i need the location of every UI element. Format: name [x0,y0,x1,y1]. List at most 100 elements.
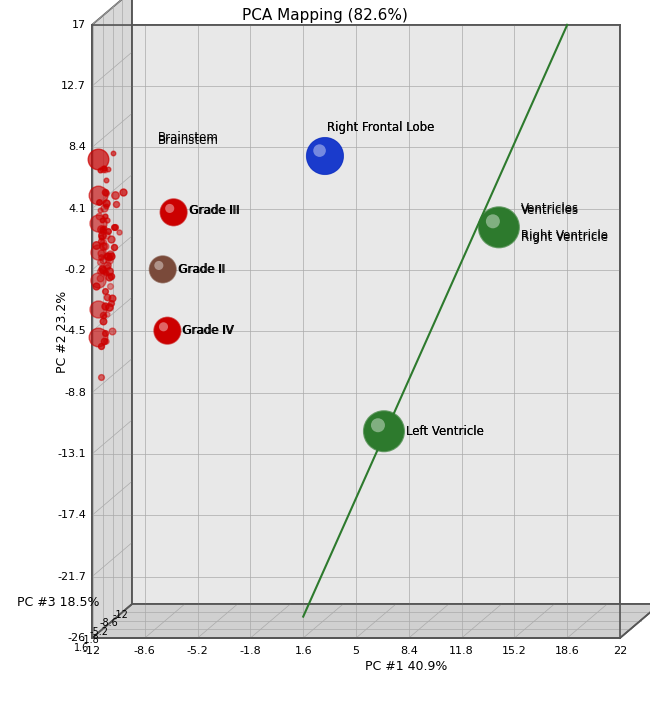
Text: -5.2: -5.2 [187,646,209,656]
Text: PCA Mapping (82.6%): PCA Mapping (82.6%) [242,8,408,23]
Point [320,150,330,161]
Point [98,236,108,247]
Point [108,147,118,159]
Point [99,202,109,214]
Text: -12: -12 [112,610,128,620]
Point [100,336,110,347]
Point [94,266,105,277]
Point [98,225,109,236]
Text: PC #1 40.9%: PC #1 40.9% [365,660,447,673]
Point [109,241,119,253]
Point [99,164,110,176]
Point [104,301,114,312]
Text: Ventricles: Ventricles [521,202,579,215]
Text: Grade III: Grade III [190,204,240,217]
Text: 1.6: 1.6 [294,646,312,656]
Polygon shape [92,604,650,638]
Point [106,270,116,282]
Text: Grade II: Grade II [179,263,226,276]
Point [98,163,109,174]
Circle shape [150,256,176,282]
Text: -26: -26 [68,633,86,643]
Point [99,162,109,173]
Text: 22: 22 [613,646,627,656]
Point [103,163,113,174]
Circle shape [307,138,343,174]
Point [97,263,107,274]
Point [96,214,107,225]
Point [93,189,103,200]
Circle shape [161,200,187,225]
Text: -8.6: -8.6 [134,646,156,656]
Polygon shape [92,25,620,638]
Point [103,266,114,277]
Point [96,341,107,352]
Point [96,232,106,243]
Text: Brainstem: Brainstem [158,132,218,144]
Point [96,372,107,383]
Point [101,309,112,320]
Text: 5: 5 [352,646,359,656]
Point [101,229,112,241]
Text: Right Frontal Lobe: Right Frontal Lobe [327,121,434,134]
Circle shape [307,138,343,174]
Point [106,233,116,244]
Text: Grade IV: Grade IV [183,324,235,337]
Circle shape [366,413,402,450]
Circle shape [313,144,326,157]
Circle shape [154,261,163,270]
Circle shape [481,210,517,245]
Point [93,331,103,343]
Point [98,335,109,346]
Point [100,200,110,211]
Point [103,302,114,313]
Point [96,223,107,234]
Text: 11.8: 11.8 [449,646,474,656]
Point [100,266,110,278]
Point [109,222,120,233]
Point [98,309,108,321]
Point [105,251,116,262]
Text: Right Frontal Lobe: Right Frontal Lobe [327,121,434,134]
Point [97,229,107,241]
Point [94,256,105,267]
Point [118,186,129,198]
Circle shape [155,319,179,343]
Point [99,310,109,321]
Circle shape [364,411,404,451]
Point [111,199,122,210]
Point [94,205,105,216]
Text: -12: -12 [83,646,101,656]
Point [99,222,109,234]
Point [93,154,103,165]
Circle shape [162,200,186,224]
Point [96,223,106,234]
Text: Left Ventricle: Left Ventricle [406,425,484,438]
Point [105,297,116,309]
Point [98,264,109,275]
Point [91,280,101,292]
Text: -8.6: -8.6 [99,618,118,628]
Text: Brainstem: Brainstem [158,135,218,147]
Text: 18.6: 18.6 [555,646,580,656]
Text: Grade IV: Grade IV [183,324,233,337]
Point [104,255,114,266]
Text: 4.1: 4.1 [68,204,86,214]
Point [95,273,105,284]
Point [107,326,117,337]
Point [102,261,112,273]
Point [100,241,110,252]
Point [94,210,104,222]
Text: -1.8: -1.8 [240,646,261,656]
Point [101,198,112,209]
Point [101,174,111,185]
Point [94,197,104,208]
Text: Left Ventricle: Left Ventricle [406,425,484,438]
Point [100,327,110,338]
Point [93,303,103,314]
Point [103,272,114,283]
Point [105,280,115,292]
Circle shape [165,204,174,213]
Point [98,315,109,326]
Text: 8.4: 8.4 [68,142,86,152]
